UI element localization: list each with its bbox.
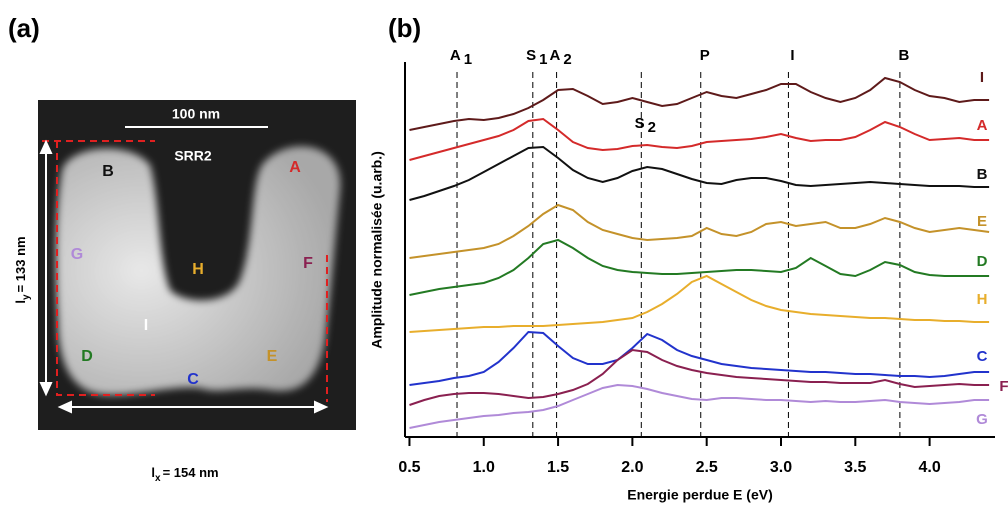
lx-text: = 154 nm bbox=[163, 465, 219, 480]
point-label: F bbox=[303, 255, 313, 272]
ly-base: l bbox=[13, 300, 28, 304]
ly-sub: y bbox=[21, 294, 32, 300]
lx-label: lx = 154 nm bbox=[151, 465, 218, 483]
x-tick-label: 2.0 bbox=[621, 459, 643, 476]
spectrum-line bbox=[409, 76, 990, 131]
spectrum-line bbox=[409, 383, 990, 429]
marker-name: P bbox=[700, 47, 710, 64]
spectrum-line bbox=[409, 330, 990, 386]
marker-label: I bbox=[790, 47, 794, 64]
series-label: C bbox=[977, 348, 988, 365]
x-tick-label: 3.0 bbox=[770, 459, 792, 476]
series-label: B bbox=[977, 166, 988, 183]
point-label: B bbox=[102, 163, 114, 180]
ly-label: ly = 133 nm bbox=[13, 236, 31, 303]
x-tick-label: 3.5 bbox=[844, 459, 866, 476]
frame bbox=[42, 140, 328, 402]
marker-sub: 1 bbox=[464, 51, 472, 68]
panel-label: (b) bbox=[388, 13, 421, 43]
structure-name: SRR2 bbox=[174, 148, 212, 164]
spectrum-line bbox=[409, 117, 990, 161]
lx-sub: x bbox=[155, 473, 161, 484]
point-label: I bbox=[144, 317, 148, 334]
point-label: E bbox=[267, 348, 278, 365]
x-axis-label: Energie perdue E (eV) bbox=[627, 487, 772, 503]
panel-label: (a) bbox=[8, 13, 40, 43]
x-tick-label: 1.0 bbox=[473, 459, 495, 476]
marker-label: P bbox=[700, 47, 710, 64]
dimension-arrows bbox=[39, 139, 329, 414]
marker-name: S bbox=[526, 47, 536, 64]
point-label: H bbox=[192, 261, 204, 278]
series-label: A bbox=[977, 117, 988, 134]
y-axis-label: Amplitude normalisée (u.arb.) bbox=[369, 151, 385, 349]
marker-name: S bbox=[635, 115, 645, 132]
spectrum-line bbox=[409, 274, 990, 333]
spectrum-line bbox=[409, 238, 990, 296]
marker-name: A bbox=[549, 47, 560, 64]
point-label: G bbox=[71, 246, 83, 263]
marker-sub: 2 bbox=[563, 51, 571, 68]
x-tick-label: 4.0 bbox=[918, 459, 940, 476]
marker-sub: 1 bbox=[539, 51, 547, 68]
series-label: G bbox=[976, 411, 988, 428]
spectrum-line bbox=[409, 348, 990, 406]
series-label: F bbox=[999, 378, 1008, 395]
series-label: E bbox=[977, 213, 987, 230]
series-label: D bbox=[977, 253, 988, 270]
marker-name: B bbox=[898, 47, 909, 64]
series-label: H bbox=[977, 291, 988, 308]
point-label: C bbox=[187, 371, 199, 388]
lx-base: l bbox=[151, 465, 155, 480]
spectrum-line bbox=[409, 145, 990, 201]
spectrum-line bbox=[409, 203, 990, 259]
x-tick-label: 1.5 bbox=[547, 459, 569, 476]
scale-label: 100 nm bbox=[172, 106, 220, 122]
ly-text: = 133 nm bbox=[13, 236, 28, 292]
nanostructure bbox=[56, 146, 341, 395]
x-tick-label: 2.5 bbox=[696, 459, 718, 476]
series-label: I bbox=[980, 69, 984, 86]
marker-name: I bbox=[790, 47, 794, 64]
marker-name: A bbox=[450, 47, 461, 64]
point-label: A bbox=[289, 159, 301, 176]
point-label: D bbox=[81, 348, 93, 365]
marker-label: B bbox=[898, 47, 909, 64]
marker-sub: 2 bbox=[648, 119, 656, 136]
x-tick-label: 0.5 bbox=[398, 459, 420, 476]
